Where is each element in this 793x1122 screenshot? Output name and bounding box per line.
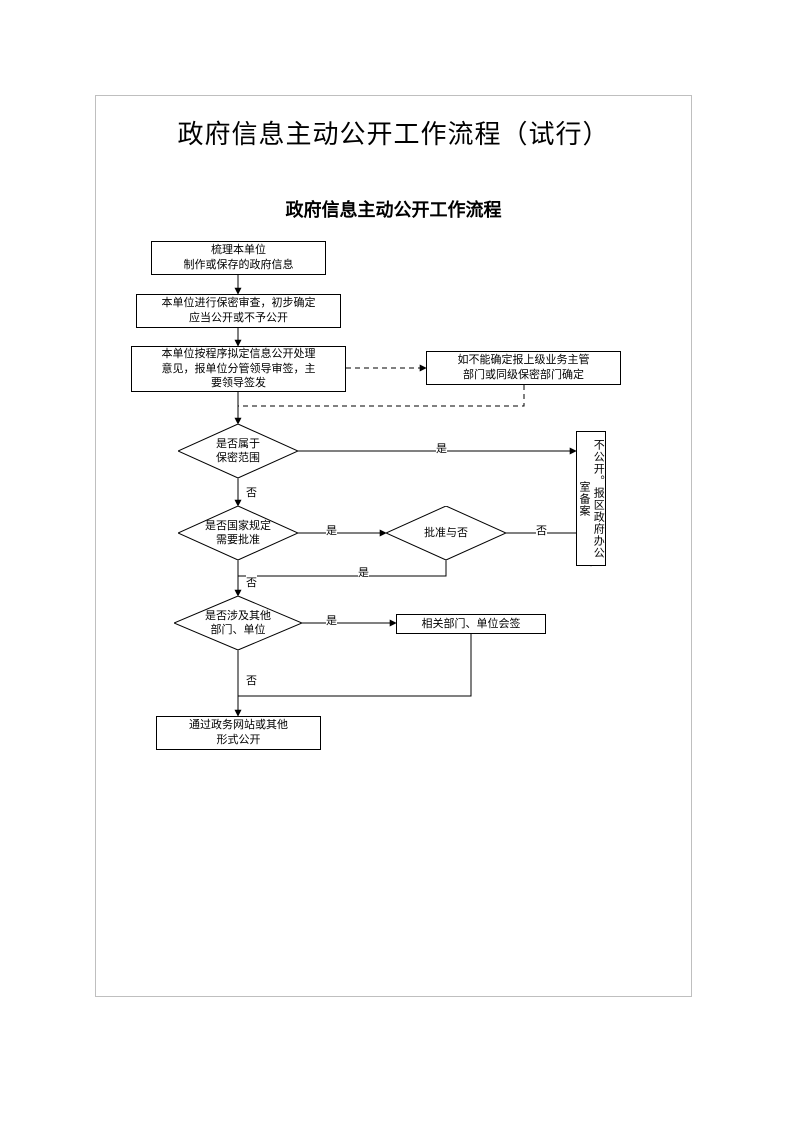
decision-secrecy-scope: 是否属于保密范围 — [178, 424, 298, 478]
decision-approved-label: 批准与否 — [386, 506, 506, 560]
node-publish: 通过政务网站或其他形式公开 — [156, 716, 321, 750]
decision-secrecy-scope-label: 是否属于保密范围 — [178, 424, 298, 478]
edge-label-no-2: 否 — [536, 522, 547, 538]
decision-need-approval-label: 是否国家规定需要批准 — [178, 506, 298, 560]
edge-label-yes-3: 是 — [358, 564, 369, 580]
node-cosign: 相关部门、单位会签 — [396, 614, 546, 634]
page: 政府信息主动公开工作流程（试行） 政府信息主动公开工作流程 — [0, 0, 793, 1122]
document-title: 政府信息主动公开工作流程（试行） — [96, 114, 691, 151]
edge-label-no-1: 否 — [246, 484, 257, 500]
decision-other-dept: 是否涉及其他部门、单位 — [174, 596, 302, 650]
edge-label-yes-2: 是 — [326, 522, 337, 538]
flowchart: 政府信息主动公开工作流程 — [96, 196, 691, 966]
node-sort-info: 梳理本单位制作或保存的政府信息 — [151, 241, 326, 275]
node-draft-opinion: 本单位按程序拟定信息公开处理意见，报单位分管领导审签，主要领导签发 — [131, 346, 346, 392]
document-frame: 政府信息主动公开工作流程（试行） 政府信息主动公开工作流程 — [95, 95, 692, 997]
edge-label-yes-1: 是 — [436, 440, 447, 456]
node-secrecy-review: 本单位进行保密审查，初步确定应当公开或不予公开 — [136, 294, 341, 328]
node-escalate-confirm: 如不能确定报上级业务主管部门或同级保密部门确定 — [426, 351, 621, 385]
edge-label-yes-4: 是 — [326, 612, 337, 628]
decision-need-approval: 是否国家规定需要批准 — [178, 506, 298, 560]
decision-approved: 批准与否 — [386, 506, 506, 560]
decision-other-dept-label: 是否涉及其他部门、单位 — [174, 596, 302, 650]
edge-label-no-3: 否 — [246, 574, 257, 590]
node-not-public: 不公开。报区政府办公室备案 — [576, 431, 606, 566]
edge-label-no-4: 否 — [246, 672, 257, 688]
